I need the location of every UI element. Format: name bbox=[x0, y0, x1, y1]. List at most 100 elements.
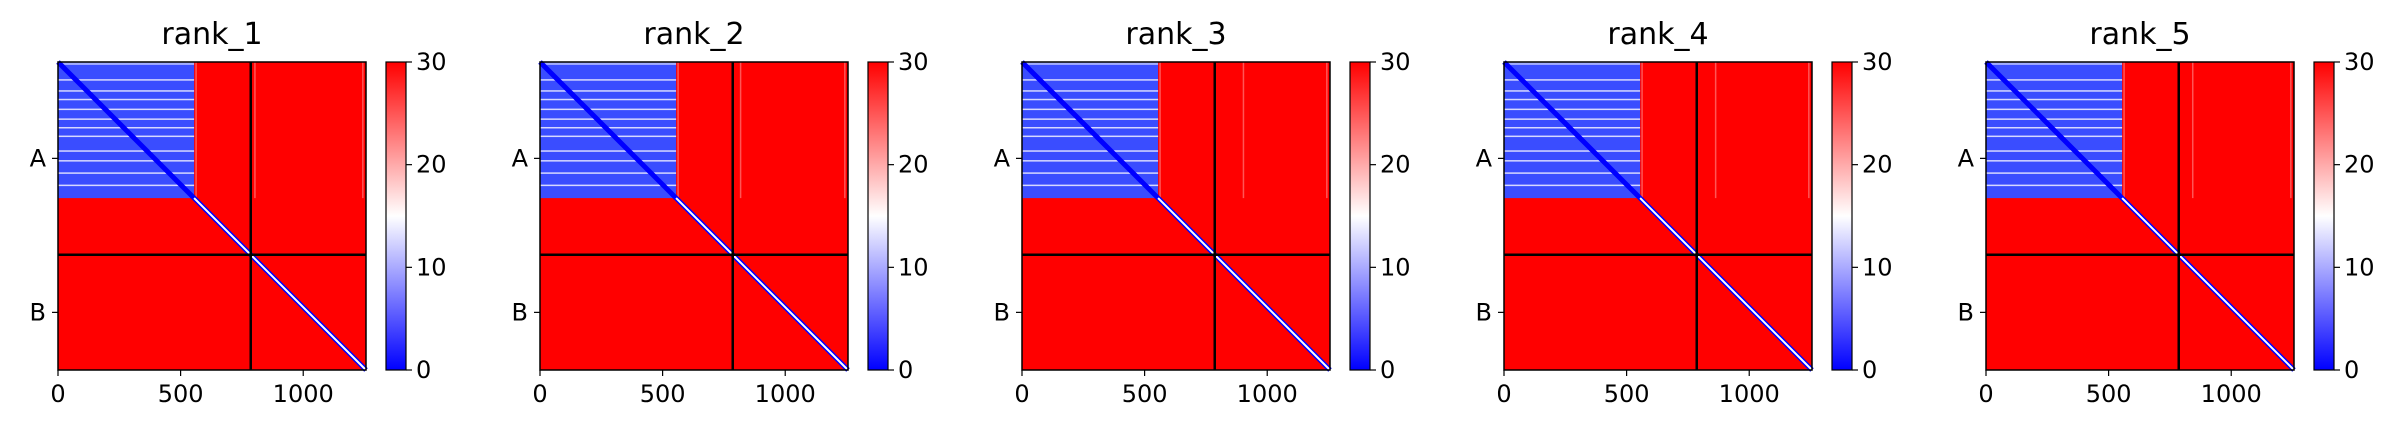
colorbar bbox=[867, 61, 889, 371]
gap-row bbox=[1022, 172, 1159, 174]
colorbar-tick-label: 30 bbox=[1380, 48, 1411, 76]
colorbar-tick-label: 20 bbox=[1380, 151, 1411, 179]
colorbar-tick-label: 0 bbox=[898, 356, 913, 384]
gap-row bbox=[58, 150, 195, 152]
faint-stripe bbox=[195, 62, 197, 199]
x-tick-label: 1000 bbox=[1237, 380, 1298, 408]
block-top-strip bbox=[1504, 62, 1641, 65]
colorbar-tick-label: 0 bbox=[2344, 356, 2359, 384]
x-tick-label: 500 bbox=[640, 380, 686, 408]
panel-title: rank_3 bbox=[1125, 17, 1226, 52]
colorbar-tick-label: 20 bbox=[1862, 151, 1893, 179]
gap-row bbox=[1504, 79, 1641, 81]
gap-row bbox=[1022, 108, 1159, 111]
colorbar bbox=[2313, 61, 2335, 371]
colorbar-tick-label: 10 bbox=[1380, 253, 1411, 281]
gap-row bbox=[58, 108, 195, 111]
faint-stripe bbox=[677, 62, 679, 199]
y-tick-label: A bbox=[994, 144, 1011, 172]
colorbar bbox=[385, 61, 407, 371]
faint-stripe bbox=[2123, 62, 2125, 199]
gap-row bbox=[540, 184, 677, 187]
diagonal-core bbox=[1639, 197, 1813, 371]
y-tick-label: B bbox=[1476, 298, 1492, 326]
faint-stripe bbox=[1808, 62, 1810, 199]
faint-stripe bbox=[2290, 62, 2292, 199]
gap-row bbox=[58, 160, 195, 162]
block-top-strip bbox=[540, 62, 677, 65]
y-tick-label: B bbox=[512, 298, 528, 326]
axes-frame bbox=[539, 61, 849, 371]
panel-5: rank_5 0 500 1000 A B 0 10 20 30 bbox=[1958, 17, 2375, 408]
gap-row bbox=[1022, 150, 1159, 152]
axes-frame bbox=[1985, 61, 2295, 371]
diagonal-core bbox=[1157, 197, 1331, 371]
x-tick-label: 1000 bbox=[1719, 380, 1780, 408]
colorbar-tick-label: 0 bbox=[1380, 356, 1395, 384]
gap-row bbox=[1022, 98, 1159, 101]
gap-row bbox=[1986, 160, 2123, 162]
colorbar-tick-label: 30 bbox=[1862, 48, 1893, 76]
gap-row bbox=[540, 79, 677, 81]
colorbar-tick-label: 30 bbox=[898, 48, 929, 76]
gap-row bbox=[540, 172, 677, 174]
panel-1: rank_1 0 500 1000 A B 0 10 20 30 bbox=[30, 17, 447, 408]
x-tick-label: 500 bbox=[158, 380, 204, 408]
x-tick-label: 0 bbox=[50, 380, 65, 408]
gap-row bbox=[1504, 98, 1641, 101]
panel-title: rank_4 bbox=[1607, 17, 1708, 52]
gap-row bbox=[1022, 184, 1159, 187]
gap-row bbox=[1986, 118, 2123, 120]
gap-row bbox=[1022, 90, 1159, 92]
gap-row bbox=[1504, 150, 1641, 152]
x-tick-label: 0 bbox=[1978, 380, 1993, 408]
gap-row bbox=[540, 150, 677, 152]
y-tick-label: A bbox=[1958, 144, 1975, 172]
colorbar bbox=[1831, 61, 1853, 371]
gap-row bbox=[1504, 90, 1641, 92]
block-top-strip bbox=[58, 62, 195, 65]
axes-frame bbox=[1021, 61, 1331, 371]
colorbar-tick-label: 10 bbox=[416, 253, 447, 281]
y-tick-label: B bbox=[30, 298, 46, 326]
y-tick-label: B bbox=[1958, 298, 1974, 326]
diagonal-core bbox=[193, 197, 367, 371]
gap-row bbox=[540, 160, 677, 162]
gap-row bbox=[58, 79, 195, 81]
gap-row bbox=[1986, 172, 2123, 174]
x-tick-label: 1000 bbox=[2201, 380, 2262, 408]
gap-row bbox=[1986, 184, 2123, 187]
colorbar-tick-label: 20 bbox=[2344, 151, 2375, 179]
gap-row bbox=[540, 108, 677, 111]
faint-stripe bbox=[739, 62, 742, 199]
panel-4: rank_4 0 500 1000 A B 0 10 20 30 bbox=[1476, 17, 1893, 408]
x-tick-label: 500 bbox=[1122, 380, 1168, 408]
diagonal-core bbox=[675, 197, 849, 371]
faint-stripe bbox=[1641, 62, 1643, 199]
faint-stripe bbox=[362, 62, 364, 199]
x-tick-label: 500 bbox=[2086, 380, 2132, 408]
gap-row bbox=[1986, 150, 2123, 152]
gap-row bbox=[540, 98, 677, 101]
x-tick-label: 1000 bbox=[755, 380, 816, 408]
panel-title: rank_5 bbox=[2089, 17, 2190, 52]
colorbar-tick-label: 10 bbox=[1862, 253, 1893, 281]
x-tick-label: 1000 bbox=[273, 380, 334, 408]
y-tick-label: B bbox=[994, 298, 1010, 326]
faint-stripe bbox=[1714, 62, 1717, 199]
gap-row bbox=[1504, 172, 1641, 174]
gap-row bbox=[1986, 135, 2123, 138]
gap-row bbox=[1022, 135, 1159, 138]
gap-row bbox=[1022, 79, 1159, 81]
faint-stripe bbox=[2191, 62, 2194, 199]
gap-row bbox=[58, 90, 195, 92]
panel-title: rank_2 bbox=[643, 17, 744, 52]
colorbar-tick-label: 0 bbox=[416, 356, 431, 384]
gap-row bbox=[540, 135, 677, 138]
x-tick-label: 500 bbox=[1604, 380, 1650, 408]
y-tick-label: A bbox=[512, 144, 529, 172]
faint-stripe bbox=[1159, 62, 1161, 199]
faint-stripe bbox=[1326, 62, 1328, 199]
colorbar-tick-label: 10 bbox=[2344, 253, 2375, 281]
